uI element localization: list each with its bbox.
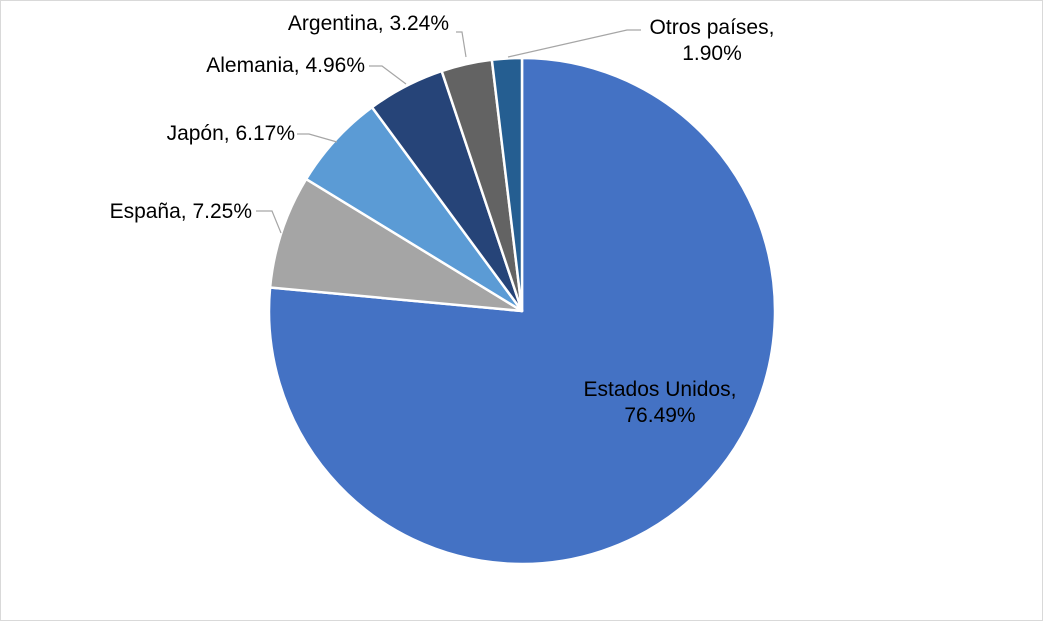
data-label-alemania: Alemania, 4.96%: [206, 54, 365, 77]
pie-slice-espana: [268, 177, 524, 313]
data-label-argentina: Argentina, 3.24%: [288, 12, 449, 35]
leader-line-alemania: [369, 65, 407, 85]
data-label-estados-unidos-line2: 76.49%: [624, 404, 695, 427]
pie-slice-otros-paises: [490, 56, 524, 313]
leader-line-otros: [507, 29, 641, 58]
data-labels: Estados Unidos, 76.49% España, 7.25% Jap…: [110, 12, 775, 427]
data-label-otros-paises-line2: 1.90%: [682, 42, 742, 65]
data-label-estados-unidos-line1: Estados Unidos,: [584, 378, 737, 401]
data-label-espana: España, 7.25%: [110, 200, 252, 223]
leader-line-argentina: [456, 31, 467, 58]
pie-slices: [267, 56, 777, 566]
leader-lines: [256, 29, 641, 234]
leader-line-japon: [297, 133, 338, 143]
data-label-japon: Japón, 6.17%: [167, 122, 295, 145]
data-label-otros-paises-line1: Otros países,: [650, 16, 775, 39]
leader-line-espana: [256, 210, 282, 234]
